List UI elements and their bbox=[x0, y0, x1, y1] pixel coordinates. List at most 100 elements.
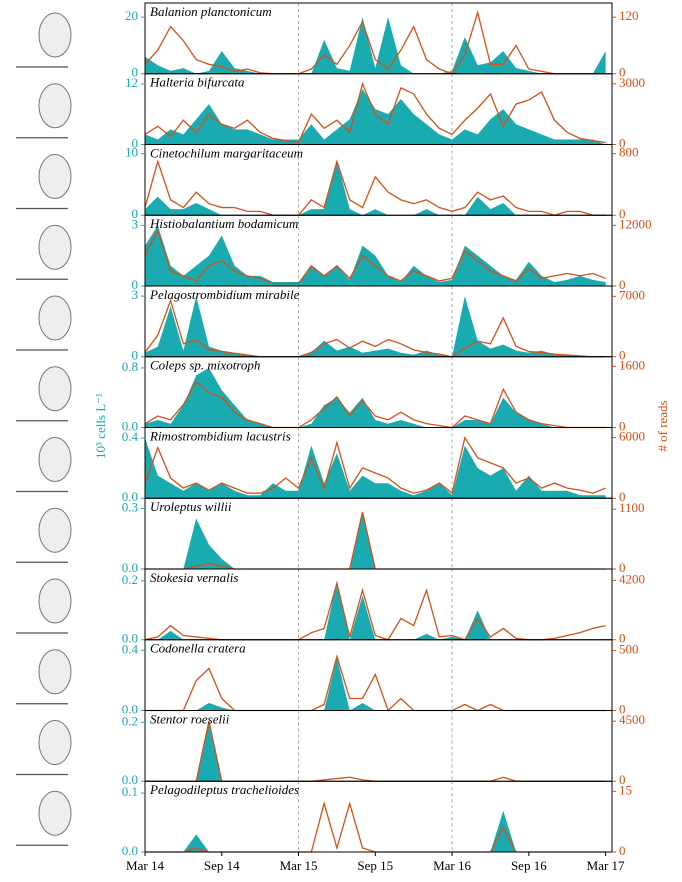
panel-title: Stentor roeselii bbox=[150, 711, 230, 726]
panel-title: Pelagodileptus trachelioides bbox=[149, 782, 299, 797]
cells-area bbox=[145, 296, 606, 357]
y-tick-label: 0 bbox=[132, 206, 139, 221]
y-tick-label: 0.4 bbox=[122, 429, 139, 444]
cells-area bbox=[145, 367, 606, 428]
cells-area bbox=[145, 657, 606, 711]
illustration bbox=[38, 578, 72, 624]
illustration bbox=[38, 720, 72, 765]
y2-tick-label: 0 bbox=[619, 65, 626, 80]
y-tick-label: 0 bbox=[132, 348, 139, 363]
y2-tick-label: 3000 bbox=[619, 75, 645, 90]
y2-tick-label: 7000 bbox=[619, 287, 645, 302]
cells-area bbox=[145, 225, 606, 286]
y-tick-label: 0.0 bbox=[122, 772, 138, 787]
reads-line bbox=[144, 9, 606, 75]
reads-line bbox=[144, 580, 606, 641]
y-tick-label: 0.0 bbox=[122, 631, 138, 646]
y2-tick-label: 120 bbox=[619, 8, 639, 23]
x-tick-label: Sep 14 bbox=[204, 858, 240, 873]
y2-tick-label: 1100 bbox=[619, 500, 645, 515]
y2-tick-label: 0 bbox=[619, 277, 626, 292]
y2-tick-label: 0 bbox=[619, 631, 626, 646]
reads-line bbox=[145, 654, 606, 712]
y2-tick-label: 0 bbox=[619, 206, 626, 221]
illustration bbox=[38, 790, 72, 836]
illustration bbox=[38, 507, 72, 553]
reads-line bbox=[144, 228, 606, 285]
x-tick-label: Mar 14 bbox=[126, 858, 164, 873]
y-tick-label: 0 bbox=[132, 277, 139, 292]
x-tick-label: Mar 15 bbox=[280, 858, 318, 873]
cells-area bbox=[145, 810, 606, 852]
y2-tick-label: 6000 bbox=[619, 429, 645, 444]
y-tick-label: 0.8 bbox=[122, 359, 138, 374]
y-tick-label: 0 bbox=[132, 135, 139, 150]
panel-title: Pelagostrombidium mirabile bbox=[149, 287, 300, 302]
illustration bbox=[38, 83, 72, 129]
panel-title: Rimostrombidium lacustris bbox=[149, 428, 291, 443]
y-tick-label: 3 bbox=[132, 216, 139, 231]
y2-axis-label: # of reads bbox=[655, 400, 670, 451]
y2-tick-label: 0 bbox=[619, 135, 626, 150]
cells-area bbox=[145, 580, 606, 640]
y-tick-label: 0.0 bbox=[122, 843, 138, 858]
illustration bbox=[38, 154, 72, 199]
y2-tick-label: 0 bbox=[619, 772, 626, 787]
cells-area bbox=[145, 722, 606, 782]
y-axis-label: 10³ cells L⁻¹ bbox=[93, 393, 108, 459]
x-tick-label: Mar 17 bbox=[587, 858, 625, 873]
y2-tick-label: 1600 bbox=[619, 357, 645, 372]
y-tick-label: 0.0 bbox=[122, 701, 138, 716]
x-tick-label: Mar 16 bbox=[433, 858, 471, 873]
y2-tick-label: 4200 bbox=[619, 571, 645, 586]
y-tick-label: 20 bbox=[125, 8, 138, 23]
panel-frame bbox=[144, 780, 613, 853]
panel-title: Codonella cratera bbox=[150, 641, 246, 656]
panel-title: Cinetochilum margaritaceum bbox=[150, 145, 303, 160]
y2-tick-label: 0 bbox=[619, 843, 626, 858]
illustration bbox=[38, 437, 72, 482]
y-tick-label: 10 bbox=[125, 145, 138, 160]
y2-tick-label: 0 bbox=[619, 489, 626, 504]
x-tick-label: Sep 16 bbox=[511, 858, 547, 873]
y-tick-label: 0 bbox=[132, 65, 139, 80]
y-tick-label: 12 bbox=[125, 75, 138, 90]
panel-title: Balanion planctonicum bbox=[150, 4, 272, 19]
illustration bbox=[38, 12, 72, 58]
illustration bbox=[38, 649, 72, 695]
y-tick-label: 0.3 bbox=[122, 499, 138, 514]
y-tick-label: 0.2 bbox=[122, 572, 138, 587]
reads-line bbox=[144, 435, 606, 495]
panel-title: Coleps sp. mixotroph bbox=[150, 358, 260, 373]
cells-area bbox=[145, 512, 606, 569]
panel-title: Halteria bifurcata bbox=[149, 75, 245, 90]
y2-tick-label: 800 bbox=[619, 145, 639, 160]
y-tick-label: 0.1 bbox=[122, 784, 138, 799]
panel-title: Uroleptus willii bbox=[150, 499, 232, 514]
y2-tick-label: 0 bbox=[619, 418, 626, 433]
reads-line bbox=[144, 380, 606, 429]
y2-tick-label: 500 bbox=[619, 642, 639, 657]
reads-line bbox=[145, 801, 606, 853]
reads-line bbox=[144, 159, 606, 216]
reads-line bbox=[144, 81, 606, 144]
y-tick-label: 0.0 bbox=[122, 489, 138, 504]
x-tick-label: Sep 15 bbox=[357, 858, 393, 873]
panel-title: Stokesia vernalis bbox=[150, 570, 238, 585]
cells-area bbox=[145, 159, 606, 216]
illustration bbox=[38, 366, 72, 412]
y-tick-label: 0.2 bbox=[122, 713, 138, 728]
y-tick-label: 0.4 bbox=[122, 641, 139, 656]
y-tick-label: 3 bbox=[132, 287, 139, 302]
y2-tick-label: 0 bbox=[619, 560, 626, 575]
panel-title: Histiobalantium bodamicum bbox=[149, 216, 298, 231]
illustration bbox=[38, 295, 72, 341]
y2-tick-label: 4500 bbox=[619, 712, 645, 727]
illustration bbox=[38, 224, 72, 270]
y-tick-label: 0.0 bbox=[122, 418, 138, 433]
y2-tick-label: 15 bbox=[619, 782, 632, 797]
y2-tick-label: 0 bbox=[619, 701, 626, 716]
y-tick-label: 0.0 bbox=[122, 560, 138, 575]
y2-tick-label: 12000 bbox=[619, 216, 652, 231]
